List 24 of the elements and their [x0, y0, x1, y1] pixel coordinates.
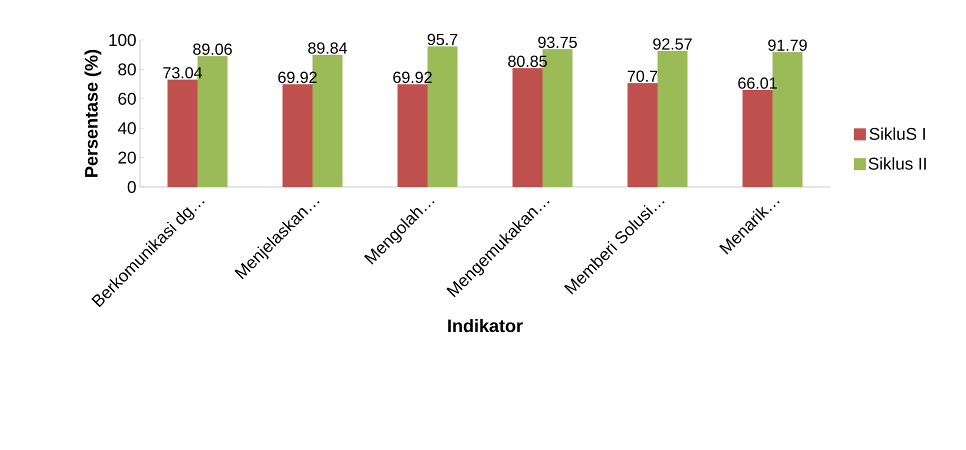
bar	[742, 90, 773, 187]
data-label: 91.79	[768, 40, 807, 51]
y-axis-title: Persentase (%)	[84, 50, 102, 177]
data-label: 93.75	[538, 36, 577, 48]
y-tick-label: 80	[118, 63, 136, 76]
y-tick-label: 0	[128, 180, 136, 194]
legend-label: SikluS I	[870, 127, 925, 140]
y-tick-label: 20	[118, 152, 136, 164]
bar	[398, 84, 428, 187]
bar	[628, 83, 658, 187]
bar	[512, 68, 543, 187]
data-label: 89.06	[193, 44, 232, 55]
legend-label: Siklus II	[868, 157, 926, 170]
y-tick-label: 40	[118, 122, 136, 134]
bar	[168, 80, 198, 187]
data-label: 95.7	[428, 34, 458, 46]
bar	[658, 50, 688, 187]
bar	[282, 84, 313, 187]
y-tick-label: 60	[118, 92, 136, 105]
data-label: 70.7	[628, 70, 658, 82]
x-axis-title: Indikator	[448, 318, 523, 332]
data-label: 92.57	[653, 38, 692, 50]
data-label: 89.84	[308, 42, 348, 54]
y-tick-label: 100	[109, 34, 136, 46]
